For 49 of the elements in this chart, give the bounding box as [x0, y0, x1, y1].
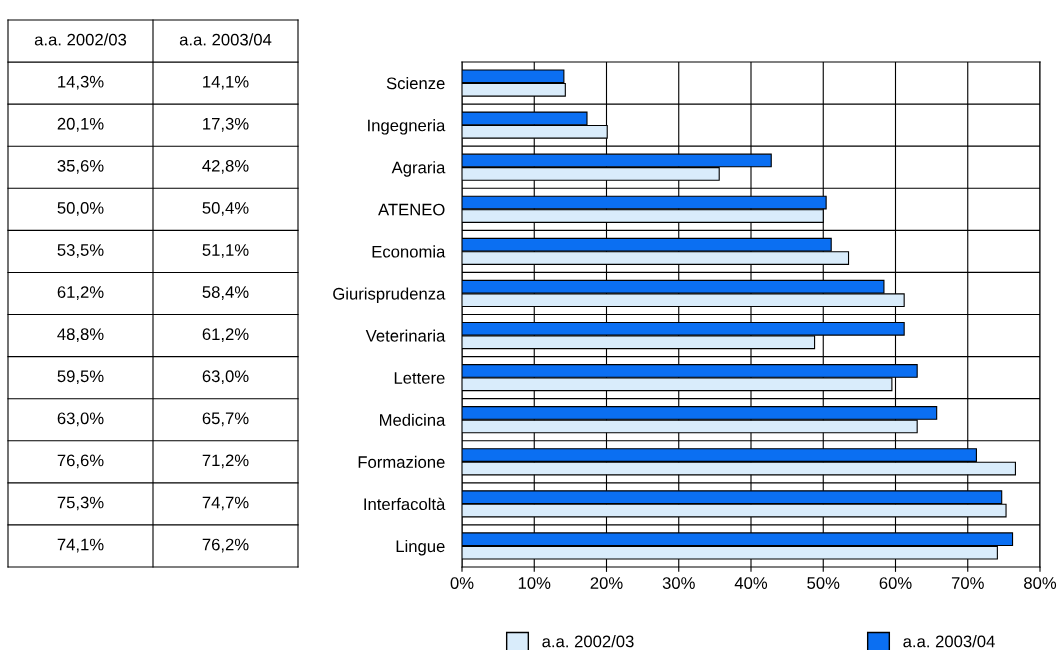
y-tick-label: Lettere: [394, 372, 445, 384]
y-tick-label: Giurisprudenza: [333, 287, 446, 303]
data-label: 58,4%: [202, 286, 249, 300]
data-label: 63,0%: [202, 370, 249, 385]
x-tick-label: 20%: [590, 577, 623, 589]
data-label: 75,3%: [57, 496, 104, 511]
data-label: 14,1%: [203, 75, 249, 90]
x-tick-label: 80%: [1024, 577, 1057, 589]
data-label: 71,2%: [202, 454, 249, 469]
data-label: 48,8%: [57, 328, 104, 343]
y-tick-label: ATENEO: [378, 203, 445, 216]
y-tick-label: Lingue: [396, 539, 445, 556]
x-tick-label: 40%: [734, 577, 768, 589]
data-label: 14,3%: [58, 75, 104, 90]
data-label: 50,0%: [57, 202, 104, 216]
y-tick-label: Agraria: [391, 161, 446, 177]
y-tick-label: Formazione: [358, 455, 445, 468]
data-label: 20,1%: [57, 117, 104, 132]
x-tick-label: 70%: [951, 577, 984, 589]
x-tick-label: 10%: [518, 577, 551, 589]
y-tick-label: Economia: [372, 245, 446, 258]
x-tick-label: 0%: [450, 577, 474, 589]
x-tick-label: 50%: [807, 577, 840, 589]
y-tick-label: Veterinaria: [365, 329, 446, 342]
x-tick-label: 30%: [662, 577, 695, 589]
y-tick-label: Scienze: [386, 77, 445, 90]
data-label: 50,4%: [202, 202, 249, 216]
data-label: 76,2%: [202, 538, 249, 553]
data-label: 74,1%: [57, 538, 104, 553]
data-label: 74,7%: [202, 496, 249, 511]
y-tick-label: Ingegneria: [368, 119, 446, 135]
data-label: 35,6%: [57, 159, 104, 174]
y-tick-label: Medicina: [380, 413, 446, 426]
x-tick-label: 60%: [879, 577, 912, 589]
legend-label: a.a. 2002/03: [542, 635, 634, 648]
data-label: 76,6%: [57, 454, 104, 469]
y-tick-label: Interfacoltà: [364, 497, 446, 511]
data-label: 61,2%: [202, 328, 249, 343]
text: a.a. 2003/04: [179, 33, 272, 46]
data-label: 42,8%: [202, 159, 249, 174]
data-label: 53,5%: [57, 244, 104, 258]
data-label: 17,3%: [203, 117, 249, 132]
legend-label: a.a. 2003/04: [903, 635, 995, 648]
data-label: 51,1%: [202, 244, 249, 258]
data-label: 65,7%: [202, 412, 249, 427]
data-label: 63,0%: [57, 412, 104, 427]
text: a.a. 2002/03: [34, 33, 127, 46]
data-label: 61,2%: [57, 286, 104, 300]
data-label: 59,5%: [57, 370, 104, 385]
